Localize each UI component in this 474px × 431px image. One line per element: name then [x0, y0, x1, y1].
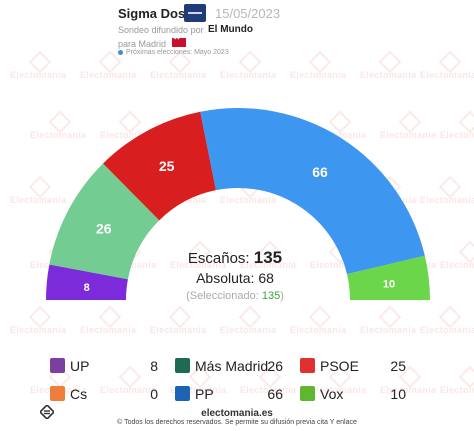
segment-up [46, 264, 128, 300]
selected-prefix: (Seleccionado: [186, 290, 259, 302]
segment-label: 25 [159, 158, 175, 174]
up-heart-icon [50, 358, 65, 373]
footer-rights: © Todos los derechos reservados. Se perm… [117, 419, 357, 426]
diffused-by-label: Sondeo difundido por [118, 25, 204, 35]
footer-site: electomania.es [201, 408, 273, 419]
legend-seat-value: 66 [267, 386, 283, 402]
total-seats-line: Escaños: 135 [150, 248, 320, 269]
legend-item: PP 66 [175, 386, 283, 402]
hemicycle-segments [46, 108, 430, 300]
segment-pp [200, 108, 425, 275]
legend-item: Más Madrid 26 [175, 358, 283, 374]
mas-madrid-m-icon [175, 358, 190, 373]
legend-item: Vox 10 [300, 386, 406, 402]
electomania-logo-icon [40, 405, 54, 419]
selected-value: 135 [261, 290, 281, 302]
seats-summary: Escaños: 135 Absoluta: 68 (Seleccionado:… [150, 248, 320, 305]
seats-label: Escaños: [187, 250, 250, 267]
madrid-flag-icon [172, 36, 186, 47]
legend-party-name: Vox [320, 386, 344, 402]
next-elections-label: Próximas elecciones: Mayo 2023 [118, 49, 229, 56]
next-elections-text: Próximas elecciones: Mayo 2023 [126, 49, 229, 56]
segment-vox [346, 255, 430, 300]
info-dot-icon [118, 49, 123, 55]
region-label: para Madrid [118, 39, 167, 49]
legend-seat-value: 10 [390, 386, 406, 402]
segment-label: 10 [383, 278, 395, 290]
media-name: El Mundo [208, 24, 253, 35]
legend-seat-value: 25 [390, 358, 406, 374]
pollster-logo-icon [184, 4, 206, 22]
majority-text: Absoluta: 68 [196, 270, 274, 286]
segment-label: 66 [312, 164, 328, 180]
legend-item: UP 8 [50, 358, 158, 374]
pollster-name: Sigma Dos [118, 6, 186, 21]
vox-icon [300, 386, 315, 401]
seats-total: 135 [253, 248, 283, 267]
poll-date: 15/05/2023 [215, 6, 281, 21]
segment-mas-madrid [49, 163, 160, 280]
cs-icon [50, 386, 65, 401]
legend-party-name: PSOE [320, 358, 359, 374]
legend-seat-value: 0 [150, 386, 158, 402]
legend-party-name: Más Madrid [195, 358, 269, 374]
legend-seat-value: 8 [150, 358, 158, 374]
legend-item: PSOE 25 [300, 358, 406, 374]
hemicycle-labels: 8 26 25 66 10 [84, 158, 396, 294]
selected-seats-line: (Seleccionado: 135) [150, 287, 320, 305]
legend-party-name: Cs [70, 386, 88, 402]
psoe-rose-icon [300, 358, 315, 373]
legend-seat-value: 26 [267, 358, 283, 374]
pp-gull-icon [175, 386, 190, 401]
segment-label: 26 [96, 221, 112, 237]
legend-item: Cs 0 [50, 386, 158, 402]
segment-psoe [103, 111, 216, 221]
segment-label: 8 [84, 282, 90, 294]
selected-suffix: ) [280, 290, 284, 302]
legend-party-name: PP [195, 386, 214, 402]
legend-party-name: UP [70, 358, 90, 374]
